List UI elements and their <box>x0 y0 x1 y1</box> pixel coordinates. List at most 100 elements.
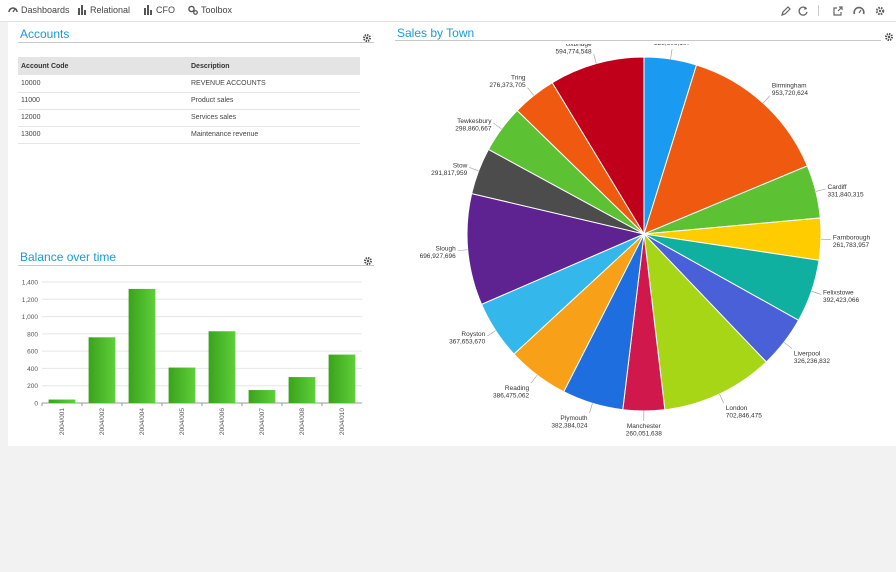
label-connector <box>670 49 673 60</box>
pencil-icon <box>781 6 791 16</box>
table-row[interactable]: 12000 Services sales <box>18 109 360 127</box>
label-connector <box>487 330 496 337</box>
nav-dashboards[interactable]: Dashboards <box>8 5 70 15</box>
toolbar-divider <box>818 5 819 16</box>
top-nav-bar: Dashboards Relational CFO Toolbox <box>0 0 896 22</box>
slice-label: Farnborough <box>833 234 871 241</box>
bar[interactable] <box>248 390 276 403</box>
table-row[interactable]: 11000 Product sales <box>18 92 360 110</box>
gear-icon <box>885 33 893 41</box>
sales-settings-button[interactable] <box>884 29 894 41</box>
accounts-rule <box>18 42 374 43</box>
slice-value-label: 382,384,024 <box>551 422 588 429</box>
accounts-header-row: Account Code Description <box>18 57 360 75</box>
gears-icon <box>188 5 198 15</box>
bar[interactable] <box>208 331 236 403</box>
gear-icon <box>364 257 372 265</box>
account-code-cell: 12000 <box>18 109 188 127</box>
label-connector <box>719 393 724 404</box>
bar[interactable] <box>168 367 196 403</box>
y-tick-label: 600 <box>27 349 38 356</box>
gear-icon <box>363 34 371 42</box>
x-tick-label: 2004/004 <box>139 408 146 435</box>
y-tick-label: 400 <box>27 366 38 373</box>
slice-value-label: 326,236,832 <box>794 358 831 365</box>
slice-value-label: 953,720,624 <box>772 90 809 97</box>
slice-value-label: 276,373,705 <box>489 82 526 89</box>
pie-slice[interactable] <box>643 232 767 411</box>
export-button[interactable] <box>832 4 844 16</box>
speedometer-icon <box>853 6 865 15</box>
slice-value-label: 260,051,638 <box>626 430 663 437</box>
label-connector <box>530 374 538 384</box>
slice-label: Royston <box>461 331 485 338</box>
slice-label: Plymouth <box>560 415 587 422</box>
description-cell: Maintenance revenue <box>188 126 360 144</box>
accounts-settings-button[interactable] <box>362 30 372 42</box>
refresh-button[interactable] <box>797 4 809 16</box>
balance-title: Balance over time <box>20 250 117 264</box>
x-tick-label: 2004/008 <box>299 408 306 435</box>
accounts-title: Accounts <box>20 27 70 41</box>
x-tick-label: 2004/006 <box>219 408 226 435</box>
label-connector <box>815 188 826 192</box>
slice-value-label: 392,423,066 <box>823 297 860 304</box>
table-row[interactable]: 10000 REVENUE ACCOUNTS <box>18 75 360 93</box>
sales-pie-chart: 328,606,107Birmingham953,720,624Cardiff3… <box>420 44 871 437</box>
settings-icon <box>875 6 885 16</box>
speedometer-button[interactable] <box>853 4 865 16</box>
balance-settings-button[interactable] <box>363 253 373 265</box>
y-tick-label: 800 <box>27 331 38 338</box>
edit-button[interactable] <box>780 4 792 16</box>
nav-relational[interactable]: Relational <box>77 5 130 15</box>
bar[interactable] <box>128 288 156 403</box>
bar[interactable] <box>288 377 316 403</box>
slice-label: Uxbridge <box>566 44 592 48</box>
pie-slice[interactable] <box>466 192 646 305</box>
label-connector <box>457 249 468 251</box>
y-tick-label: 1,200 <box>22 297 39 304</box>
nav-cfo[interactable]: CFO <box>143 5 175 15</box>
description-cell: Product sales <box>188 92 360 110</box>
table-row[interactable]: 13000 Maintenance revenue <box>18 126 360 144</box>
slice-value-label: 298,860,667 <box>455 126 492 133</box>
account-code-cell: 11000 <box>18 92 188 110</box>
nav-toolbox[interactable]: Toolbox <box>188 5 232 15</box>
description-cell: Services sales <box>188 109 360 127</box>
dashboard-icon <box>8 7 18 13</box>
bar[interactable] <box>328 354 356 403</box>
bar-chart-icon <box>144 5 152 15</box>
slice-label: Cardiff <box>828 184 847 191</box>
slice-value-label: 696,927,696 <box>420 253 457 260</box>
y-tick-label: 1,000 <box>22 314 39 321</box>
slice-label: Liverpool <box>794 350 821 357</box>
balance-rule <box>18 265 374 266</box>
label-connector <box>469 167 479 172</box>
sales-title: Sales by Town <box>397 26 475 40</box>
label-connector <box>527 87 535 96</box>
slice-value-label: 367,653,670 <box>449 339 486 346</box>
slice-label: Manchester <box>627 423 662 430</box>
nav-cfo-label: CFO <box>156 5 175 15</box>
slice-value-label: 328,606,107 <box>654 44 691 47</box>
slice-value-label: 386,475,062 <box>493 393 530 400</box>
slice-label: Stow <box>453 162 468 169</box>
x-tick-label: 2004/001 <box>59 408 66 435</box>
label-connector <box>783 342 793 349</box>
bar[interactable] <box>88 337 116 403</box>
x-tick-label: 2004/005 <box>179 408 186 435</box>
bar[interactable] <box>48 399 76 403</box>
description-cell: REVENUE ACCOUNTS <box>188 75 360 93</box>
column-header-description[interactable]: Description <box>188 57 360 75</box>
slice-value-label: 291,817,959 <box>431 170 468 177</box>
pie-slice[interactable] <box>551 56 645 236</box>
nav-toolbox-label: Toolbox <box>201 5 233 15</box>
label-connector <box>762 95 771 104</box>
settings-button[interactable] <box>874 4 886 16</box>
slice-label: Tring <box>511 75 526 82</box>
slice-value-label: 594,774,548 <box>555 48 592 55</box>
label-connector <box>493 122 502 130</box>
column-header-account-code[interactable]: Account Code <box>18 57 188 75</box>
label-connector <box>811 290 822 295</box>
bar-chart-icon <box>78 5 86 15</box>
